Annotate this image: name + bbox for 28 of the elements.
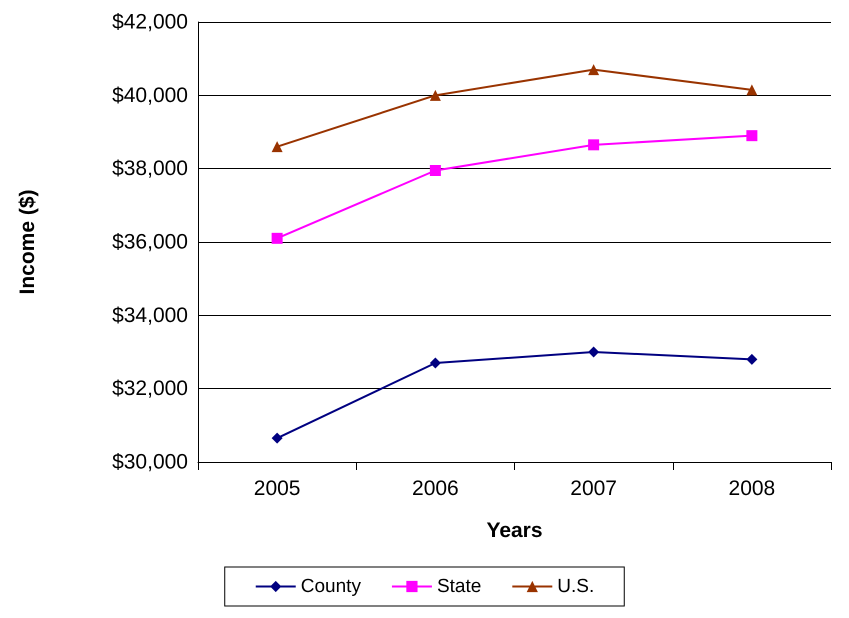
point xyxy=(588,139,600,150)
legend-label: U.S. xyxy=(557,576,594,597)
point xyxy=(430,90,441,101)
point xyxy=(746,130,758,142)
point xyxy=(746,354,758,365)
legend-label: State xyxy=(436,576,482,597)
point xyxy=(588,346,600,358)
x-axis-title: Years xyxy=(486,519,543,542)
point xyxy=(272,432,283,444)
x-tick-label: 2008 xyxy=(728,477,776,500)
y-tick-label: $42,000 xyxy=(112,10,188,34)
x-tick-label: 2005 xyxy=(254,477,300,500)
y-tick-label: $32,000 xyxy=(112,377,188,400)
point xyxy=(588,64,600,76)
x-tick-label: 2006 xyxy=(412,477,459,500)
point xyxy=(272,141,283,152)
point xyxy=(430,358,441,368)
y-tick-label: $34,000 xyxy=(112,304,188,327)
point xyxy=(430,165,441,176)
y-tick-label: $36,000 xyxy=(112,230,188,254)
y-axis-title: Income ($) xyxy=(16,189,39,295)
y-tick-label: $38,000 xyxy=(112,157,188,180)
point xyxy=(746,84,758,96)
y-tick-label: $40,000 xyxy=(112,84,188,107)
legend-label: County xyxy=(300,576,362,597)
point xyxy=(272,232,283,244)
x-tick-label: 2007 xyxy=(570,477,617,500)
y-tick-label: $30,000 xyxy=(112,450,188,474)
